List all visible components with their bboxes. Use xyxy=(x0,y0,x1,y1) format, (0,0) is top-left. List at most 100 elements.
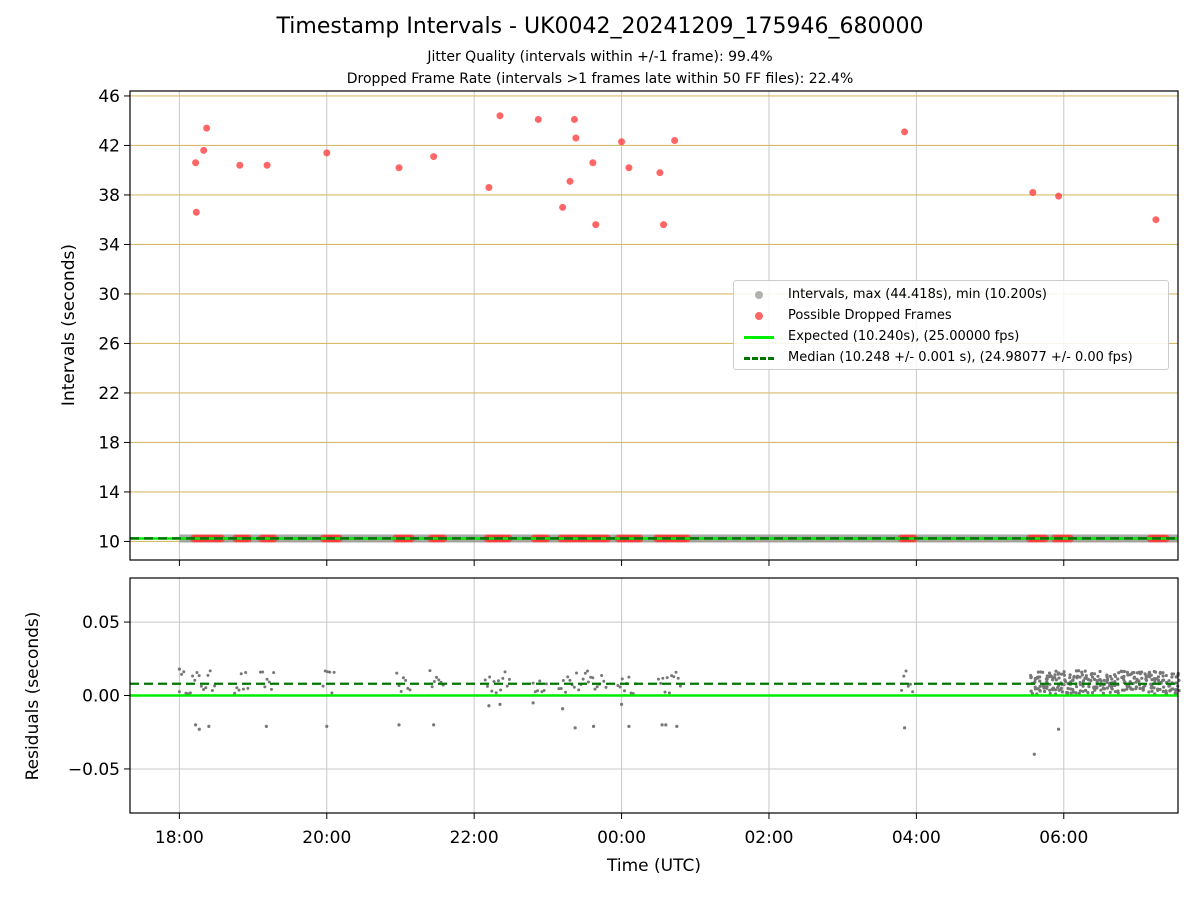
residual-point xyxy=(1161,674,1165,678)
residual-point xyxy=(1059,672,1063,676)
residual-point xyxy=(265,677,269,681)
residual-point xyxy=(1153,679,1157,683)
residual-point xyxy=(1105,677,1110,681)
residual-point xyxy=(1101,691,1105,695)
dropped-frame-point xyxy=(485,184,493,192)
residual-point xyxy=(1047,671,1052,675)
residual-point xyxy=(561,679,565,683)
dropped-frame-point xyxy=(566,177,574,185)
residual-outlier-point xyxy=(561,707,565,711)
residual-point xyxy=(1092,677,1097,681)
residual-point xyxy=(397,684,401,688)
residual-point xyxy=(1119,669,1124,674)
residual-point xyxy=(437,678,441,682)
residual-outlier-point xyxy=(177,667,181,671)
residual-outlier-point xyxy=(902,726,907,730)
residual-point xyxy=(1117,671,1121,675)
residual-point xyxy=(1089,678,1093,683)
residual-point xyxy=(1098,669,1102,674)
dropped-frame-point xyxy=(236,161,244,169)
chart-subtitle-jitter: Jitter Quality (intervals within +/-1 fr… xyxy=(427,49,773,65)
residual-point xyxy=(1095,685,1099,689)
dropped-frame-point xyxy=(192,208,200,216)
residual-point xyxy=(1048,682,1052,686)
residual-point xyxy=(674,670,678,674)
residual-point xyxy=(263,685,267,689)
residual-y-tick-label: −0.05 xyxy=(68,760,120,780)
residual-point xyxy=(1038,684,1042,688)
residual-point xyxy=(1056,672,1060,676)
residual-point xyxy=(1068,673,1072,677)
residual-point xyxy=(1105,686,1110,690)
residual-point xyxy=(239,672,243,676)
residual-point xyxy=(1155,677,1159,681)
residual-point xyxy=(1167,679,1171,683)
residual-point xyxy=(1147,690,1151,694)
residual-point xyxy=(505,684,509,688)
residual-point xyxy=(1074,685,1079,689)
residual-point xyxy=(191,674,195,678)
legend-label-dropped: Possible Dropped Frames xyxy=(788,308,952,323)
residual-point xyxy=(1113,673,1117,677)
dropped-frame-point xyxy=(534,115,542,123)
residual-point xyxy=(267,680,271,684)
residual-point xyxy=(1161,689,1165,693)
residual-point xyxy=(676,676,680,680)
residual-point xyxy=(540,690,544,694)
x-tick-label: 20:00 xyxy=(302,828,351,848)
residual-point xyxy=(193,678,197,682)
residual-point xyxy=(572,685,576,689)
residual-point xyxy=(1101,686,1105,690)
residual-point xyxy=(258,670,262,674)
residual-outlier-point xyxy=(487,704,491,708)
residual-point xyxy=(1156,687,1160,691)
residual-point xyxy=(1036,670,1041,674)
residual-point xyxy=(1128,673,1132,677)
dropped-frame-point xyxy=(660,221,668,229)
residual-outlier-point xyxy=(1032,752,1036,756)
residual-point xyxy=(1084,689,1088,693)
residual-point xyxy=(1071,687,1075,692)
residual-point xyxy=(197,674,201,678)
residual-point xyxy=(399,690,403,694)
chart-title: Timestamp Intervals - UK0042_20241209_17… xyxy=(276,14,924,39)
dropped-frame-point xyxy=(559,203,567,211)
dropped-frame-point xyxy=(496,112,504,120)
residual-point xyxy=(1140,676,1144,680)
residual-point xyxy=(1152,677,1156,681)
residual-point xyxy=(583,671,587,675)
residual-point xyxy=(1062,673,1066,677)
residual-point xyxy=(1053,676,1057,680)
residual-point xyxy=(1071,690,1076,694)
residual-point xyxy=(1131,687,1135,691)
residual-outlier-point xyxy=(660,723,664,727)
residual-point xyxy=(593,687,597,691)
top-y-tick-label: 46 xyxy=(98,87,120,107)
residual-point xyxy=(199,684,203,688)
residual-point xyxy=(244,670,248,674)
x-tick-label: 02:00 xyxy=(744,828,793,848)
chart-legend: Intervals, max (44.418s), min (10.200s) … xyxy=(733,280,1169,370)
residual-point xyxy=(1108,674,1112,678)
residual-point xyxy=(1168,689,1172,693)
residual-point xyxy=(1081,679,1086,683)
residual-outlier-point xyxy=(627,724,631,728)
dropped-frame-point xyxy=(572,134,580,142)
residual-point xyxy=(1132,670,1136,675)
residual-point xyxy=(488,675,492,679)
residual-point xyxy=(1110,686,1114,690)
residual-point xyxy=(428,669,432,673)
residual-point xyxy=(261,670,265,674)
residual-point xyxy=(202,687,206,691)
residual-point xyxy=(210,689,214,693)
residual-point xyxy=(1077,669,1081,673)
residual-outlier-point xyxy=(1057,727,1061,731)
residual-outlier-point xyxy=(675,724,679,728)
residual-point xyxy=(1078,689,1083,693)
residual-outlier-point xyxy=(498,702,502,706)
residual-point xyxy=(1078,681,1082,685)
residual-point xyxy=(1033,680,1037,684)
legend-marker-intervals xyxy=(755,290,763,299)
dropped-frame-point xyxy=(1055,192,1063,200)
